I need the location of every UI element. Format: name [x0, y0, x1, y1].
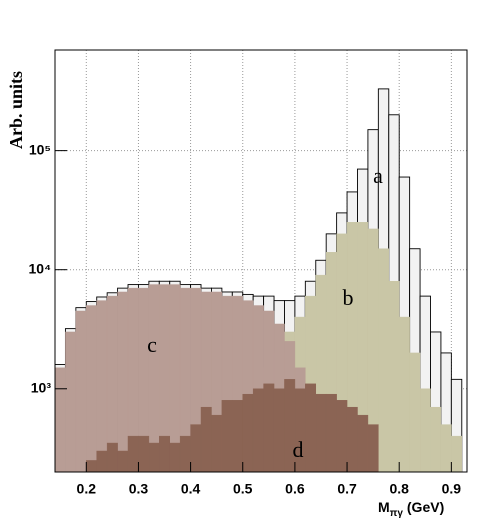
x-label-main: M	[378, 499, 390, 515]
histogram-bin	[96, 300, 108, 472]
plot-frame	[54, 49, 468, 473]
histogram-bin	[179, 435, 191, 472]
histogram-bin	[138, 435, 150, 472]
histogram-bin	[367, 424, 379, 472]
x-tick-label: 0.3	[129, 481, 149, 497]
x-tick-label: 0.6	[285, 481, 305, 497]
histogram-bin	[315, 393, 327, 472]
x-tick-label: 0.5	[233, 481, 253, 497]
histogram-bin	[451, 435, 463, 472]
x-tick-label: 0.7	[337, 481, 357, 497]
x-tick-label: 0.9	[442, 481, 462, 497]
histogram-bin	[294, 388, 306, 472]
y-tick-label: 10⁴	[29, 260, 52, 276]
histogram-bin	[430, 406, 442, 472]
histogram-bin	[273, 388, 285, 472]
histogram-bin	[409, 352, 421, 472]
histogram-bin	[419, 388, 431, 472]
labels: 0.2 0.3 0.4 0.5 0.6 0.7 0.8 0.9 10³ 10⁴ 10⁵ a b c d	[29, 141, 462, 496]
x-label-unit: (GeV)	[407, 499, 444, 515]
histogram-bin	[86, 305, 97, 472]
histogram-bin	[388, 280, 400, 472]
histogram-bin	[398, 316, 410, 472]
histogram-bin	[200, 406, 212, 472]
annotation: a	[373, 163, 383, 188]
histogram-bin	[55, 367, 66, 472]
y-tick-label: 10³	[31, 379, 52, 395]
histogram-bin	[357, 414, 369, 472]
histogram-bin	[65, 331, 77, 472]
annotation: b	[343, 285, 354, 310]
x-tick-label: 0.2	[77, 481, 97, 497]
histograms	[55, 88, 463, 472]
histogram-bin	[159, 435, 170, 472]
x-label-sub: πγ	[390, 508, 404, 519]
x-tick-label: 0.4	[181, 481, 201, 497]
histogram-bin	[336, 400, 348, 472]
y-tick-label: 10⁵	[29, 141, 51, 157]
histogram-bin	[127, 435, 139, 472]
histogram-bin	[378, 248, 390, 472]
histogram-bin	[211, 414, 223, 472]
histogram-bin	[242, 393, 254, 472]
annotation: d	[293, 437, 304, 462]
annotation: c	[147, 332, 157, 357]
histogram-bin	[440, 424, 452, 472]
histogram-bin	[325, 393, 337, 472]
histogram-bin	[221, 400, 233, 472]
histogram-bin	[232, 400, 243, 472]
histogram-bin	[117, 291, 129, 472]
x-axis-label: Mπγ (GeV)	[378, 499, 444, 519]
histogram-bin	[190, 424, 202, 472]
histogram-bin	[305, 383, 317, 472]
histogram-bin	[346, 406, 358, 472]
x-tick-label: 0.8	[389, 481, 409, 497]
histogram-bin	[252, 388, 264, 472]
histogram-bin	[284, 379, 296, 472]
histogram-bin	[75, 310, 87, 472]
histogram-bin	[263, 383, 275, 472]
y-axis-label: Arb. units	[6, 71, 26, 149]
